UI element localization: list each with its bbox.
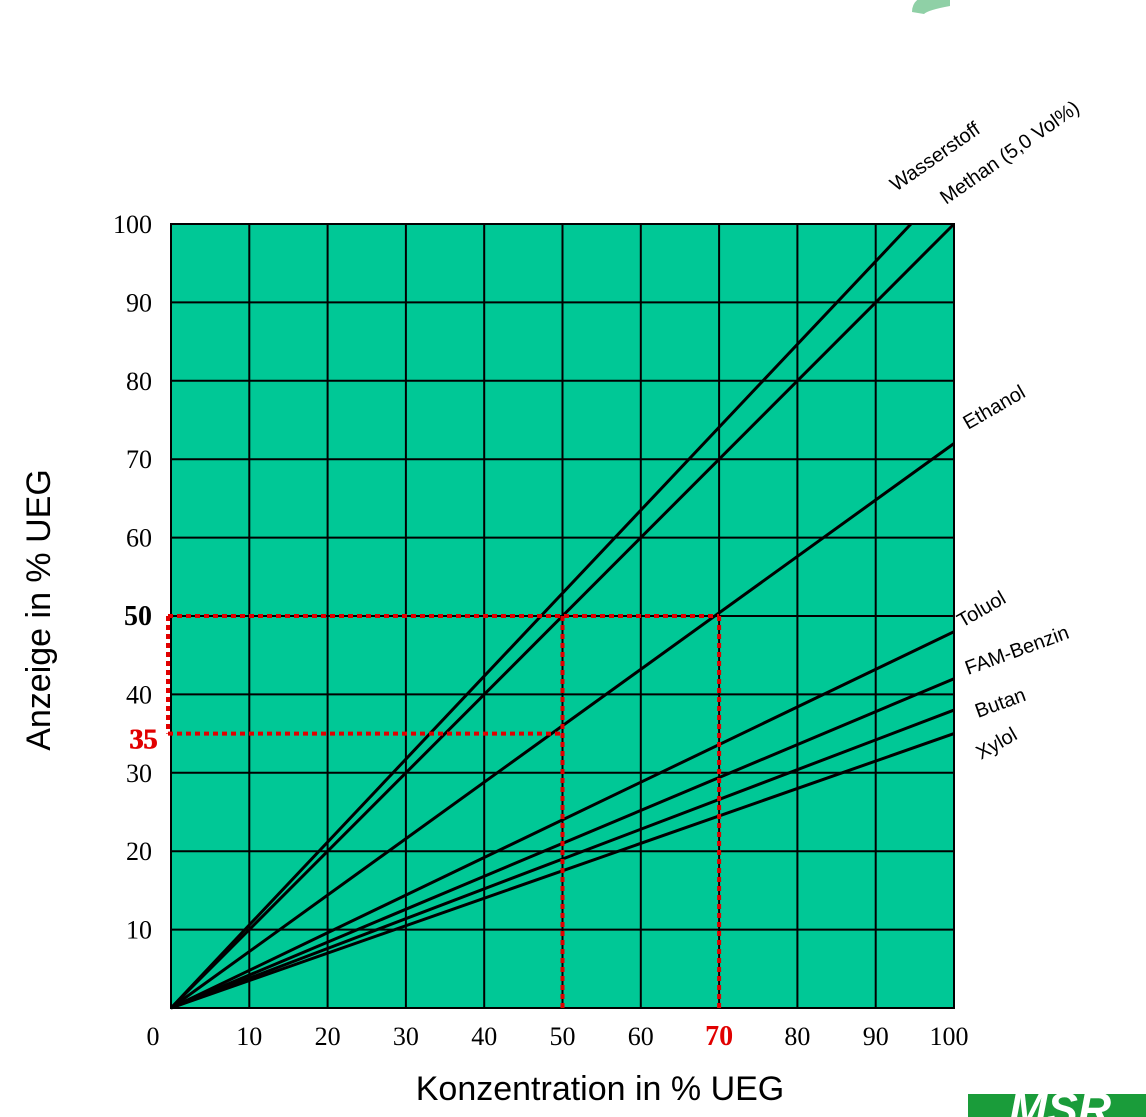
x-tick-label: 60: [628, 1022, 654, 1051]
x-tick-label: 0: [147, 1022, 160, 1051]
series-label: Toluol: [954, 587, 1010, 632]
series-label: Ethanol: [960, 381, 1030, 434]
reading-guides: [166, 614, 722, 1008]
x-tick-label: 10: [236, 1022, 262, 1051]
tick-labels: 0 10 20 30 40 50 60 70 80 90 100 10 20 30 40 50 60 70 80 90…: [113, 210, 969, 1052]
y-tick-label: 10: [126, 916, 152, 945]
x-tick-label: 40: [471, 1022, 497, 1051]
x-tick-label: 30: [393, 1022, 419, 1051]
logo-text: MSR: [1009, 1083, 1111, 1117]
y-tick-label: 80: [126, 367, 152, 396]
y-highlight-label: 35: [129, 725, 157, 756]
y-tick-label: 30: [126, 759, 152, 788]
x-tick-label: 90: [863, 1022, 889, 1051]
x-tick-label: 70: [705, 1021, 733, 1052]
y-tick-label: 50: [124, 601, 152, 632]
series-label: FAM-Benzin: [962, 622, 1072, 680]
x-tick-label: 50: [550, 1022, 576, 1051]
series-label: Butan: [972, 684, 1029, 723]
series-line: [170, 630, 955, 1010]
y-axis-title: Anzeige in % UEG: [20, 469, 58, 751]
y-tick-label: 100: [113, 210, 152, 239]
y-tick-label: 20: [126, 837, 152, 866]
msr-logo: MSR: [968, 1083, 1146, 1117]
y-tick-label: 40: [126, 680, 152, 709]
corner-logo-fragment: [912, 0, 950, 14]
series-label: Xylol: [973, 724, 1022, 765]
y-tick-label: 90: [126, 288, 152, 317]
x-tick-label: 80: [784, 1022, 810, 1051]
x-tick-label: 20: [315, 1022, 341, 1051]
x-axis-title: Konzentration in % UEG: [416, 1070, 785, 1108]
y-tick-label: 60: [126, 524, 152, 553]
x-tick-label: 100: [930, 1022, 969, 1051]
y-highlight-label: 35: [130, 725, 158, 756]
y-tick-label: 70: [126, 445, 152, 474]
